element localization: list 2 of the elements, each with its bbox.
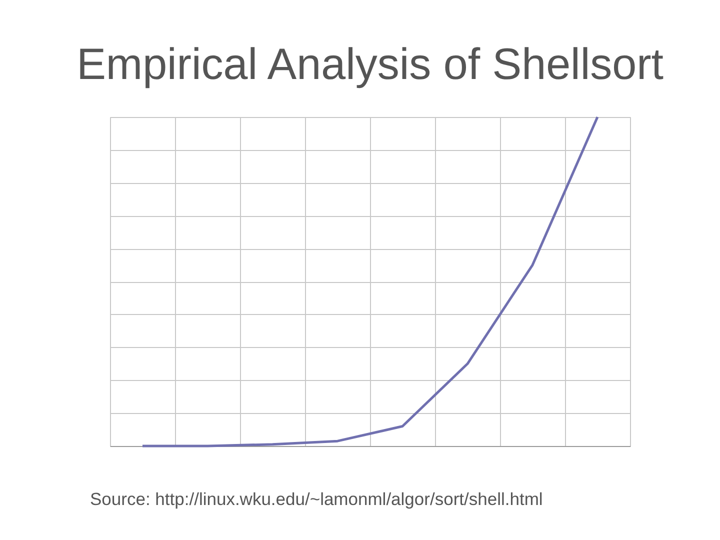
source-note: Source: http://linux.wku.edu/~lamonml/algor/sort/shell.html xyxy=(90,489,543,509)
chart-title: Empirical Analysis of Shellsort xyxy=(76,40,664,89)
